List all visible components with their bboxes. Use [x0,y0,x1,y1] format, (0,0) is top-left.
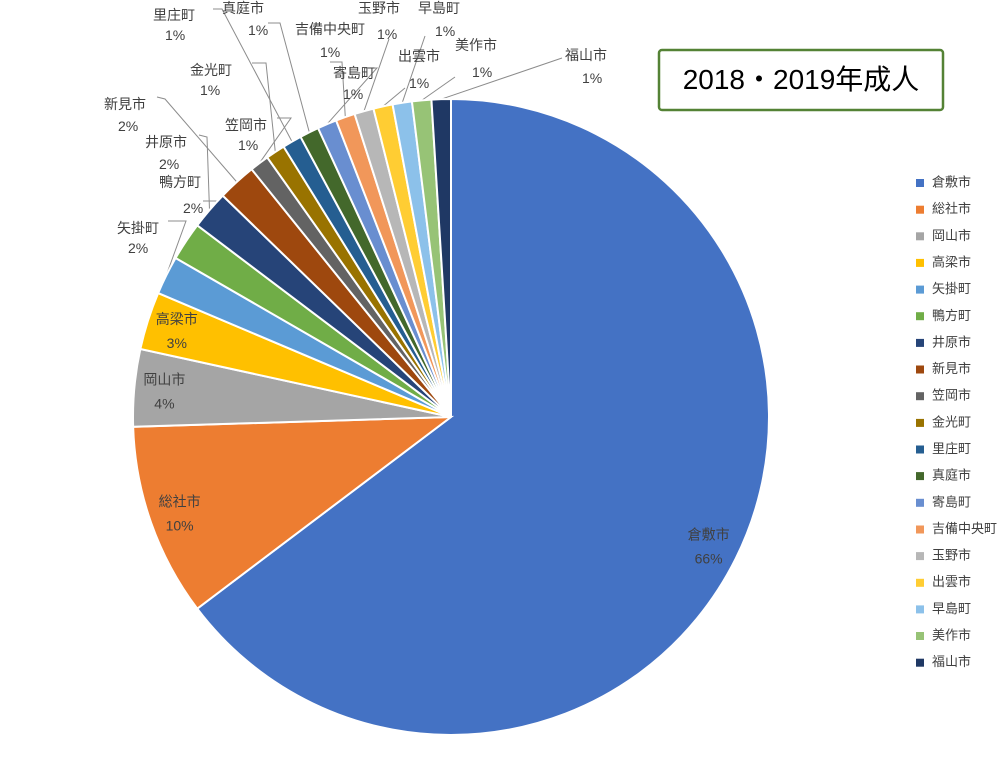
svg-text:1%: 1% [200,82,220,98]
svg-text:寄島町: 寄島町 [932,494,971,509]
svg-text:1%: 1% [582,70,602,86]
svg-text:新見市: 新見市 [104,96,146,112]
svg-text:2%: 2% [118,118,138,134]
svg-text:倉敷市: 倉敷市 [932,175,971,190]
svg-text:矢掛町: 矢掛町 [117,220,159,236]
svg-text:4%: 4% [154,395,174,411]
svg-text:1%: 1% [343,86,363,102]
svg-text:里庄町: 里庄町 [932,441,971,456]
svg-text:総社市: 総社市 [159,494,201,510]
svg-text:1%: 1% [435,23,455,39]
svg-text:1%: 1% [377,26,397,42]
svg-text:2%: 2% [159,156,179,172]
svg-text:井原市: 井原市 [145,134,187,150]
svg-text:鴨方町: 鴨方町 [159,174,201,190]
svg-text:1%: 1% [248,22,268,38]
svg-text:出雲市: 出雲市 [932,574,971,589]
svg-text:里庄町: 里庄町 [153,7,195,23]
svg-text:井原市: 井原市 [932,334,971,349]
svg-text:玉野市: 玉野市 [932,548,971,563]
svg-text:岡山市: 岡山市 [143,371,185,387]
svg-text:笠岡市: 笠岡市 [932,388,971,403]
svg-text:2%: 2% [128,240,148,256]
svg-text:3%: 3% [167,335,187,351]
svg-text:岡山市: 岡山市 [932,228,971,243]
svg-text:新見市: 新見市 [932,361,971,376]
svg-text:福山市: 福山市 [932,654,971,669]
svg-text:美作市: 美作市 [932,628,971,643]
svg-text:真庭市: 真庭市 [222,0,264,16]
svg-text:1%: 1% [472,64,492,80]
svg-text:矢掛町: 矢掛町 [932,281,971,296]
svg-text:2%: 2% [183,200,203,216]
svg-text:福山市: 福山市 [565,47,607,63]
svg-text:倉敷市: 倉敷市 [688,526,730,542]
svg-text:美作市: 美作市 [455,37,497,53]
svg-text:高梁市: 高梁市 [932,254,971,269]
svg-text:笠岡市: 笠岡市 [225,117,267,133]
svg-text:10%: 10% [166,518,194,534]
svg-text:1%: 1% [320,44,340,60]
svg-text:鴨方町: 鴨方町 [932,308,971,323]
svg-text:出雲市: 出雲市 [398,48,440,64]
svg-text:1%: 1% [165,27,185,43]
svg-text:真庭市: 真庭市 [932,468,971,483]
svg-text:2018・2019年成人: 2018・2019年成人 [683,64,920,95]
svg-text:吉備中央町: 吉備中央町 [295,21,365,37]
svg-text:66%: 66% [695,550,723,566]
svg-text:早島町: 早島町 [932,601,971,616]
svg-text:高梁市: 高梁市 [156,311,198,327]
svg-text:吉備中央町: 吉備中央町 [932,521,997,536]
svg-text:金光町: 金光町 [190,62,232,78]
svg-text:金光町: 金光町 [932,414,971,429]
svg-text:玉野市: 玉野市 [358,0,400,16]
svg-text:早島町: 早島町 [418,0,460,16]
svg-text:総社市: 総社市 [932,201,971,216]
svg-text:1%: 1% [409,75,429,91]
svg-text:寄島町: 寄島町 [333,65,375,81]
svg-text:1%: 1% [238,137,258,153]
